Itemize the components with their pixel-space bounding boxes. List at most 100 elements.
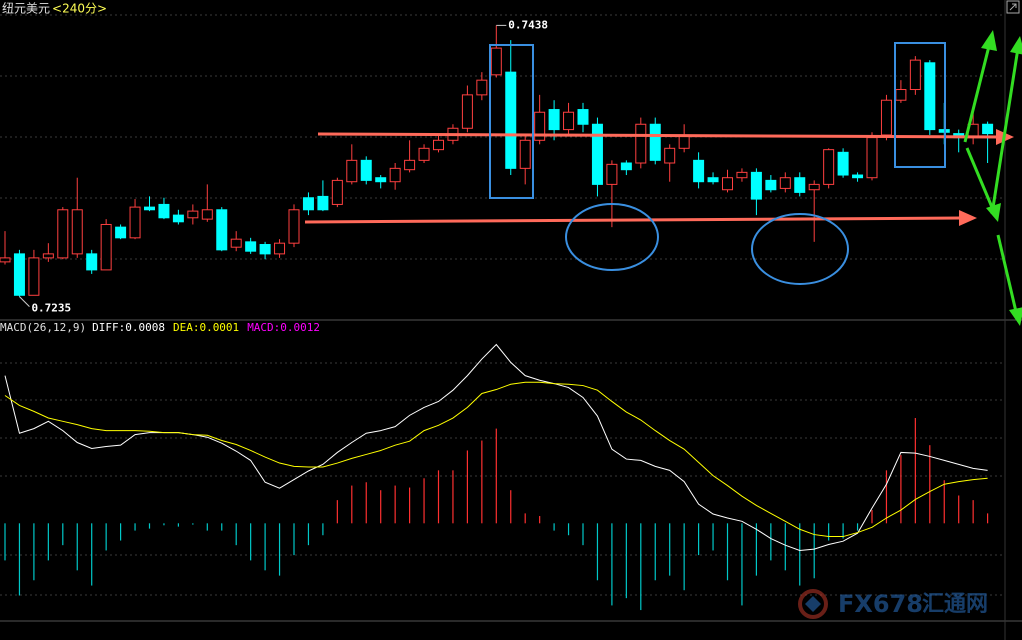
resistance-line [317,132,1001,139]
candle-body [577,109,589,125]
low-label: 0.7235 [31,302,71,315]
candle-body [57,209,69,259]
candle-body [259,244,271,255]
candle-body [534,111,546,141]
indicator-title: MACD(26,12,9) [0,321,86,334]
arrow-head [981,30,997,51]
candle-body [13,253,25,296]
candle-body [172,214,184,223]
candle-body [0,257,11,263]
candle-body [331,179,343,205]
candle-body [302,197,314,211]
candle-body [317,195,329,211]
candle-body [346,159,358,183]
candle-body [606,163,618,185]
candle-body [28,257,40,296]
candle-body [187,210,199,219]
candle-body [505,71,517,169]
window-icon[interactable] [1006,0,1020,14]
candle-body [158,203,170,219]
watermark-brand: FX678 [838,590,923,618]
indicator-line [4,381,988,538]
scenario-arrows [963,41,1020,317]
highlight-box [894,42,946,168]
candle-body [519,139,531,169]
candle-body [736,171,748,179]
watermark-logo [798,589,828,619]
candle-body [620,162,632,171]
candle-body [418,147,430,161]
highlight-ellipse [565,203,659,271]
candle-body [909,59,921,91]
candle-body [880,99,892,136]
candle-body [924,62,936,131]
candle-body [42,253,54,259]
chart-title: 纽元美元 [2,2,50,16]
candle-body [707,177,719,183]
candle-body [722,177,733,191]
candle-body [86,253,98,271]
arrow-line [996,234,1019,317]
icon-frame [1006,0,1020,14]
candle-body [274,242,286,255]
candle-body [895,89,907,101]
candle-body [794,177,806,193]
candle-body [404,159,416,171]
candle-body [852,174,864,179]
icon-arrow [1009,3,1017,11]
candle-body [693,159,705,183]
support-line [304,216,963,224]
arrow-line [963,41,992,143]
candle-body [201,209,213,220]
legend-entry: DIFF:0.0008 [92,321,165,334]
watermark: FX678 汇通网 [798,589,988,619]
candle-body [389,167,401,183]
candle-body [144,206,155,211]
candle-body [433,139,444,151]
plot-area: 0.7438 0.7235 [0,18,994,611]
candle-body [982,123,994,135]
candle-body [129,206,141,239]
candle-body [635,123,647,164]
high-label: 0.7438 [508,18,548,31]
legend: MACD(26,12,9) DIFF:0.0008 DEA:0.0001 MACD:… [0,321,320,334]
chart-subtitle: <240分> [52,2,107,16]
candle-body [765,179,777,191]
candle-body [71,209,83,255]
arrow-head [986,203,1001,222]
arrow-heads [981,30,1022,326]
candle-body [866,137,878,179]
arrow-head [959,210,977,226]
legend-entry: MACD:0.0012 [247,321,320,334]
candle-body [461,94,473,129]
candle-body [476,79,488,96]
drawings [304,30,1022,326]
legend-entry: DEA:0.0001 [173,321,239,334]
candle-body [823,149,835,185]
candle-body [563,111,575,131]
candle-body [548,109,560,131]
candle-body [245,241,257,252]
candle-body [375,177,387,183]
candle-body [808,183,820,191]
candle-body [779,177,791,189]
arrow-head [1010,36,1022,55]
candle-body [591,123,603,185]
watermark-name: 汇通网 [922,592,988,617]
arrow-line [990,47,1020,215]
candle-body [750,171,762,200]
highlight-ellipse [751,213,849,285]
candle-body [230,238,242,248]
arrow-head [1009,307,1022,326]
candle-body [649,123,661,161]
candle-body [837,151,849,176]
arrow-line [965,147,996,213]
marker-line [19,296,30,307]
candle-body [664,147,676,164]
candle-body [490,47,502,76]
candle-body [100,223,112,271]
highlight-box [489,44,534,199]
candle-body [288,209,300,244]
candle-body [216,209,228,251]
